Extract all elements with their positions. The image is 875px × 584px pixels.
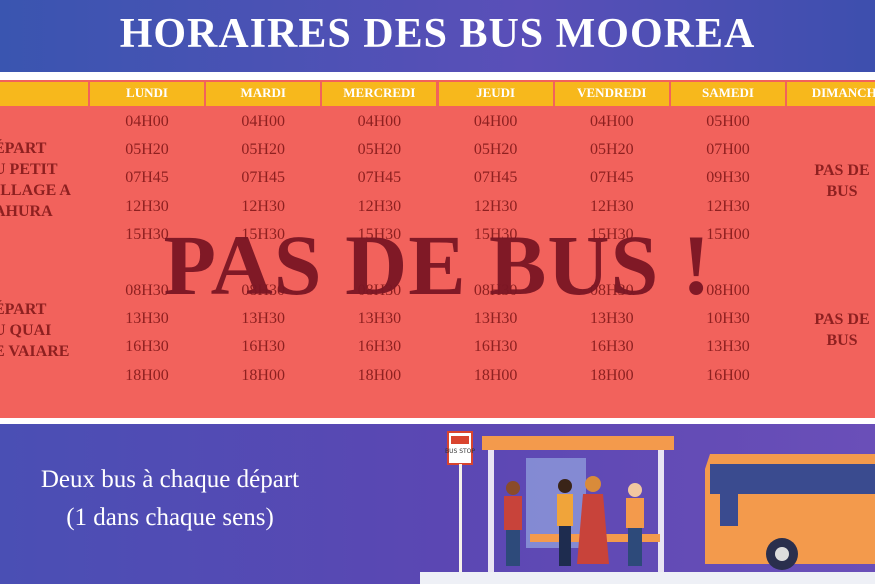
departure-time: 12H30	[357, 197, 402, 215]
title: HORAIRES DES BUS MOOREA	[119, 11, 756, 57]
departure-time: 08H30	[125, 282, 169, 299]
departure-time: 05H20	[125, 141, 169, 159]
departure-time: 08H30	[473, 282, 518, 299]
departure-time: 05H20	[241, 141, 285, 159]
departure-time: 05H20	[357, 141, 402, 159]
day-header: JEUDI	[438, 82, 553, 106]
departure-time: 07H45	[357, 169, 402, 187]
departure-time: 18H00	[357, 366, 402, 384]
schedule-table	[0, 80, 875, 418]
day-header: MARDI	[206, 82, 321, 106]
departure-time: 07H45	[241, 169, 285, 187]
departure-time: 13H30	[473, 310, 518, 328]
departure-time: 18H00	[590, 366, 634, 384]
departure-time: 12H30	[706, 197, 750, 215]
departure-time: 07H45	[590, 169, 634, 187]
departure-time: 18H00	[473, 366, 518, 384]
departure-time: 08H30	[357, 282, 402, 299]
departure-time: 15H30	[125, 225, 169, 243]
departure-time: 15H00	[706, 225, 750, 243]
departure-time: 12H30	[590, 197, 634, 215]
departure-time: 15H30	[590, 225, 634, 243]
departure-time: 12H30	[125, 197, 169, 215]
departure-time: 15H30	[241, 225, 285, 243]
departure-time: 04H00	[357, 113, 402, 130]
departure-time: 05H00	[706, 113, 750, 130]
day-header: VENDREDI	[554, 82, 669, 106]
illustration: BUS STOP	[420, 431, 875, 584]
departure-time: 12H30	[241, 197, 285, 215]
departure-label: ILLAGE A	[0, 181, 71, 199]
departure-time: 13H30	[125, 310, 169, 328]
departure-time: 04H00	[241, 113, 285, 130]
departure-time: 04H00	[473, 113, 518, 130]
departure-time: 16H30	[357, 338, 402, 356]
footer-line: Deux bus à chaque départ	[40, 466, 300, 493]
departure-label: ÉPART	[0, 300, 47, 318]
departure-time: 16H00	[706, 366, 750, 384]
departure-time: 10H30	[706, 310, 750, 328]
departure-time: 09H30	[706, 169, 750, 187]
departure-time: 05H20	[590, 141, 634, 159]
departure-label: U QUAI	[0, 321, 52, 339]
day-header: DIMANCH	[787, 82, 875, 106]
departure-time: 16H30	[473, 338, 518, 356]
departure-time: 07H45	[473, 169, 518, 187]
departure-time: 16H30	[590, 338, 634, 356]
sunday-note: PAS DE BUS	[814, 311, 870, 350]
departure-time: 12H30	[473, 197, 518, 215]
footer-line: (1 dans chaque sens)	[66, 504, 274, 531]
departure-time: 13H30	[357, 310, 402, 328]
stamp: PAS DE BUS !	[163, 217, 712, 313]
departure-label: U PETIT	[0, 160, 58, 178]
departure-time: 15H30	[357, 225, 402, 243]
title-band	[0, 0, 875, 72]
departure-time: 04H00	[125, 113, 169, 130]
departure-time: 05H20	[473, 141, 518, 159]
departure-time: 13H30	[590, 310, 634, 328]
departure-time: 16H30	[125, 338, 169, 356]
departure-time: 08H00	[706, 282, 750, 299]
departure-time: 18H00	[241, 366, 285, 384]
departure-time: 15H30	[473, 225, 518, 243]
sunday-note: PAS DE BUS	[814, 161, 870, 200]
departure-time: 08H30	[590, 282, 634, 299]
departure-time: 18H00	[125, 366, 169, 384]
day-header: SAMEDI	[671, 82, 785, 106]
departure-time: 07H00	[706, 141, 750, 159]
departure-time: 13H30	[706, 338, 750, 356]
bus-stop-sign: BUS STOP	[445, 448, 475, 455]
departure-label: ÉPART	[0, 139, 47, 157]
departure-label: E VAIARE	[0, 342, 70, 360]
departure-time: 16H30	[241, 338, 285, 356]
day-header: LUNDI	[90, 82, 204, 106]
day-header: MERCREDI	[322, 82, 437, 106]
departure-time: 07H45	[125, 169, 169, 187]
header-cell	[0, 82, 88, 106]
departure-time: 13H30	[241, 310, 285, 328]
departure-time: 08H30	[241, 282, 285, 299]
departure-time: 04H00	[590, 113, 634, 130]
